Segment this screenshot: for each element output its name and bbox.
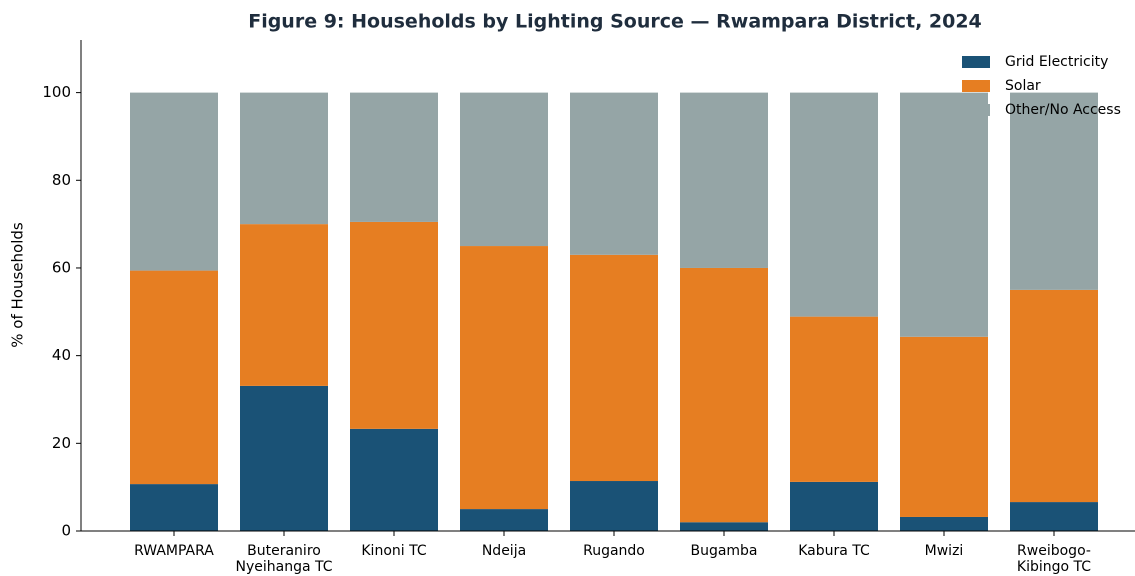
bar-segment [130, 484, 218, 531]
bar-segment [240, 224, 328, 386]
bar-segment [460, 246, 548, 510]
y-tick-label: 0 [61, 522, 71, 540]
bar-segment [1010, 502, 1098, 531]
x-tick-label: Bugamba [690, 543, 758, 559]
bar-segment [570, 254, 658, 482]
legend-swatch [962, 56, 990, 68]
y-tick-label: 20 [52, 434, 71, 452]
bar-segment [240, 92, 328, 225]
y-tick-label: 100 [42, 83, 71, 101]
x-tick-label: Mwizi [924, 543, 964, 559]
bar-segment [900, 92, 988, 337]
bar-segment [460, 92, 548, 247]
y-axis-label: % of Households [9, 222, 27, 348]
bar-segment [900, 516, 988, 531]
x-tick-label: Kabura TC [798, 543, 870, 559]
bar-segment [570, 481, 658, 531]
bar-segment [570, 92, 658, 255]
bar-segment [680, 92, 768, 268]
bar-segment [680, 522, 768, 531]
y-tick-label: 60 [52, 258, 71, 276]
x-tick-label: Buteraniro Nyeihanga TC [235, 543, 333, 575]
bar-segment [240, 385, 328, 531]
x-tick-label: Kinoni TC [361, 543, 427, 559]
bar-segment [1010, 92, 1098, 290]
bar-segment [790, 316, 878, 482]
legend-swatch [962, 80, 990, 92]
bar-segment [1010, 289, 1098, 503]
x-tick-label: Ndeija [481, 543, 527, 559]
legend-label: Other/No Access [1005, 102, 1121, 118]
bar-segment [350, 221, 438, 429]
legend-swatch [962, 104, 990, 116]
bar-segment [130, 270, 218, 485]
bar-segment [460, 509, 548, 531]
x-tick-label: RWAMPARA [134, 543, 214, 559]
bar-segment [350, 92, 438, 222]
y-tick-label: 40 [52, 346, 71, 364]
bar-segment [790, 92, 878, 317]
bar-segment [790, 481, 878, 531]
legend-label: Grid Electricity [1005, 54, 1108, 70]
legend-label: Solar [1005, 78, 1041, 94]
x-tick-label: Rweibogo-Kibingo TC [1016, 543, 1092, 575]
x-tick-label: Rugando [583, 543, 645, 559]
bar-segment [130, 92, 218, 271]
y-tick-label: 80 [52, 171, 71, 189]
bar-segment [680, 267, 768, 523]
chart-title: Figure 9: Households by Lighting Source … [248, 11, 982, 33]
bar-segment [350, 428, 438, 531]
bar-segment [900, 336, 988, 517]
